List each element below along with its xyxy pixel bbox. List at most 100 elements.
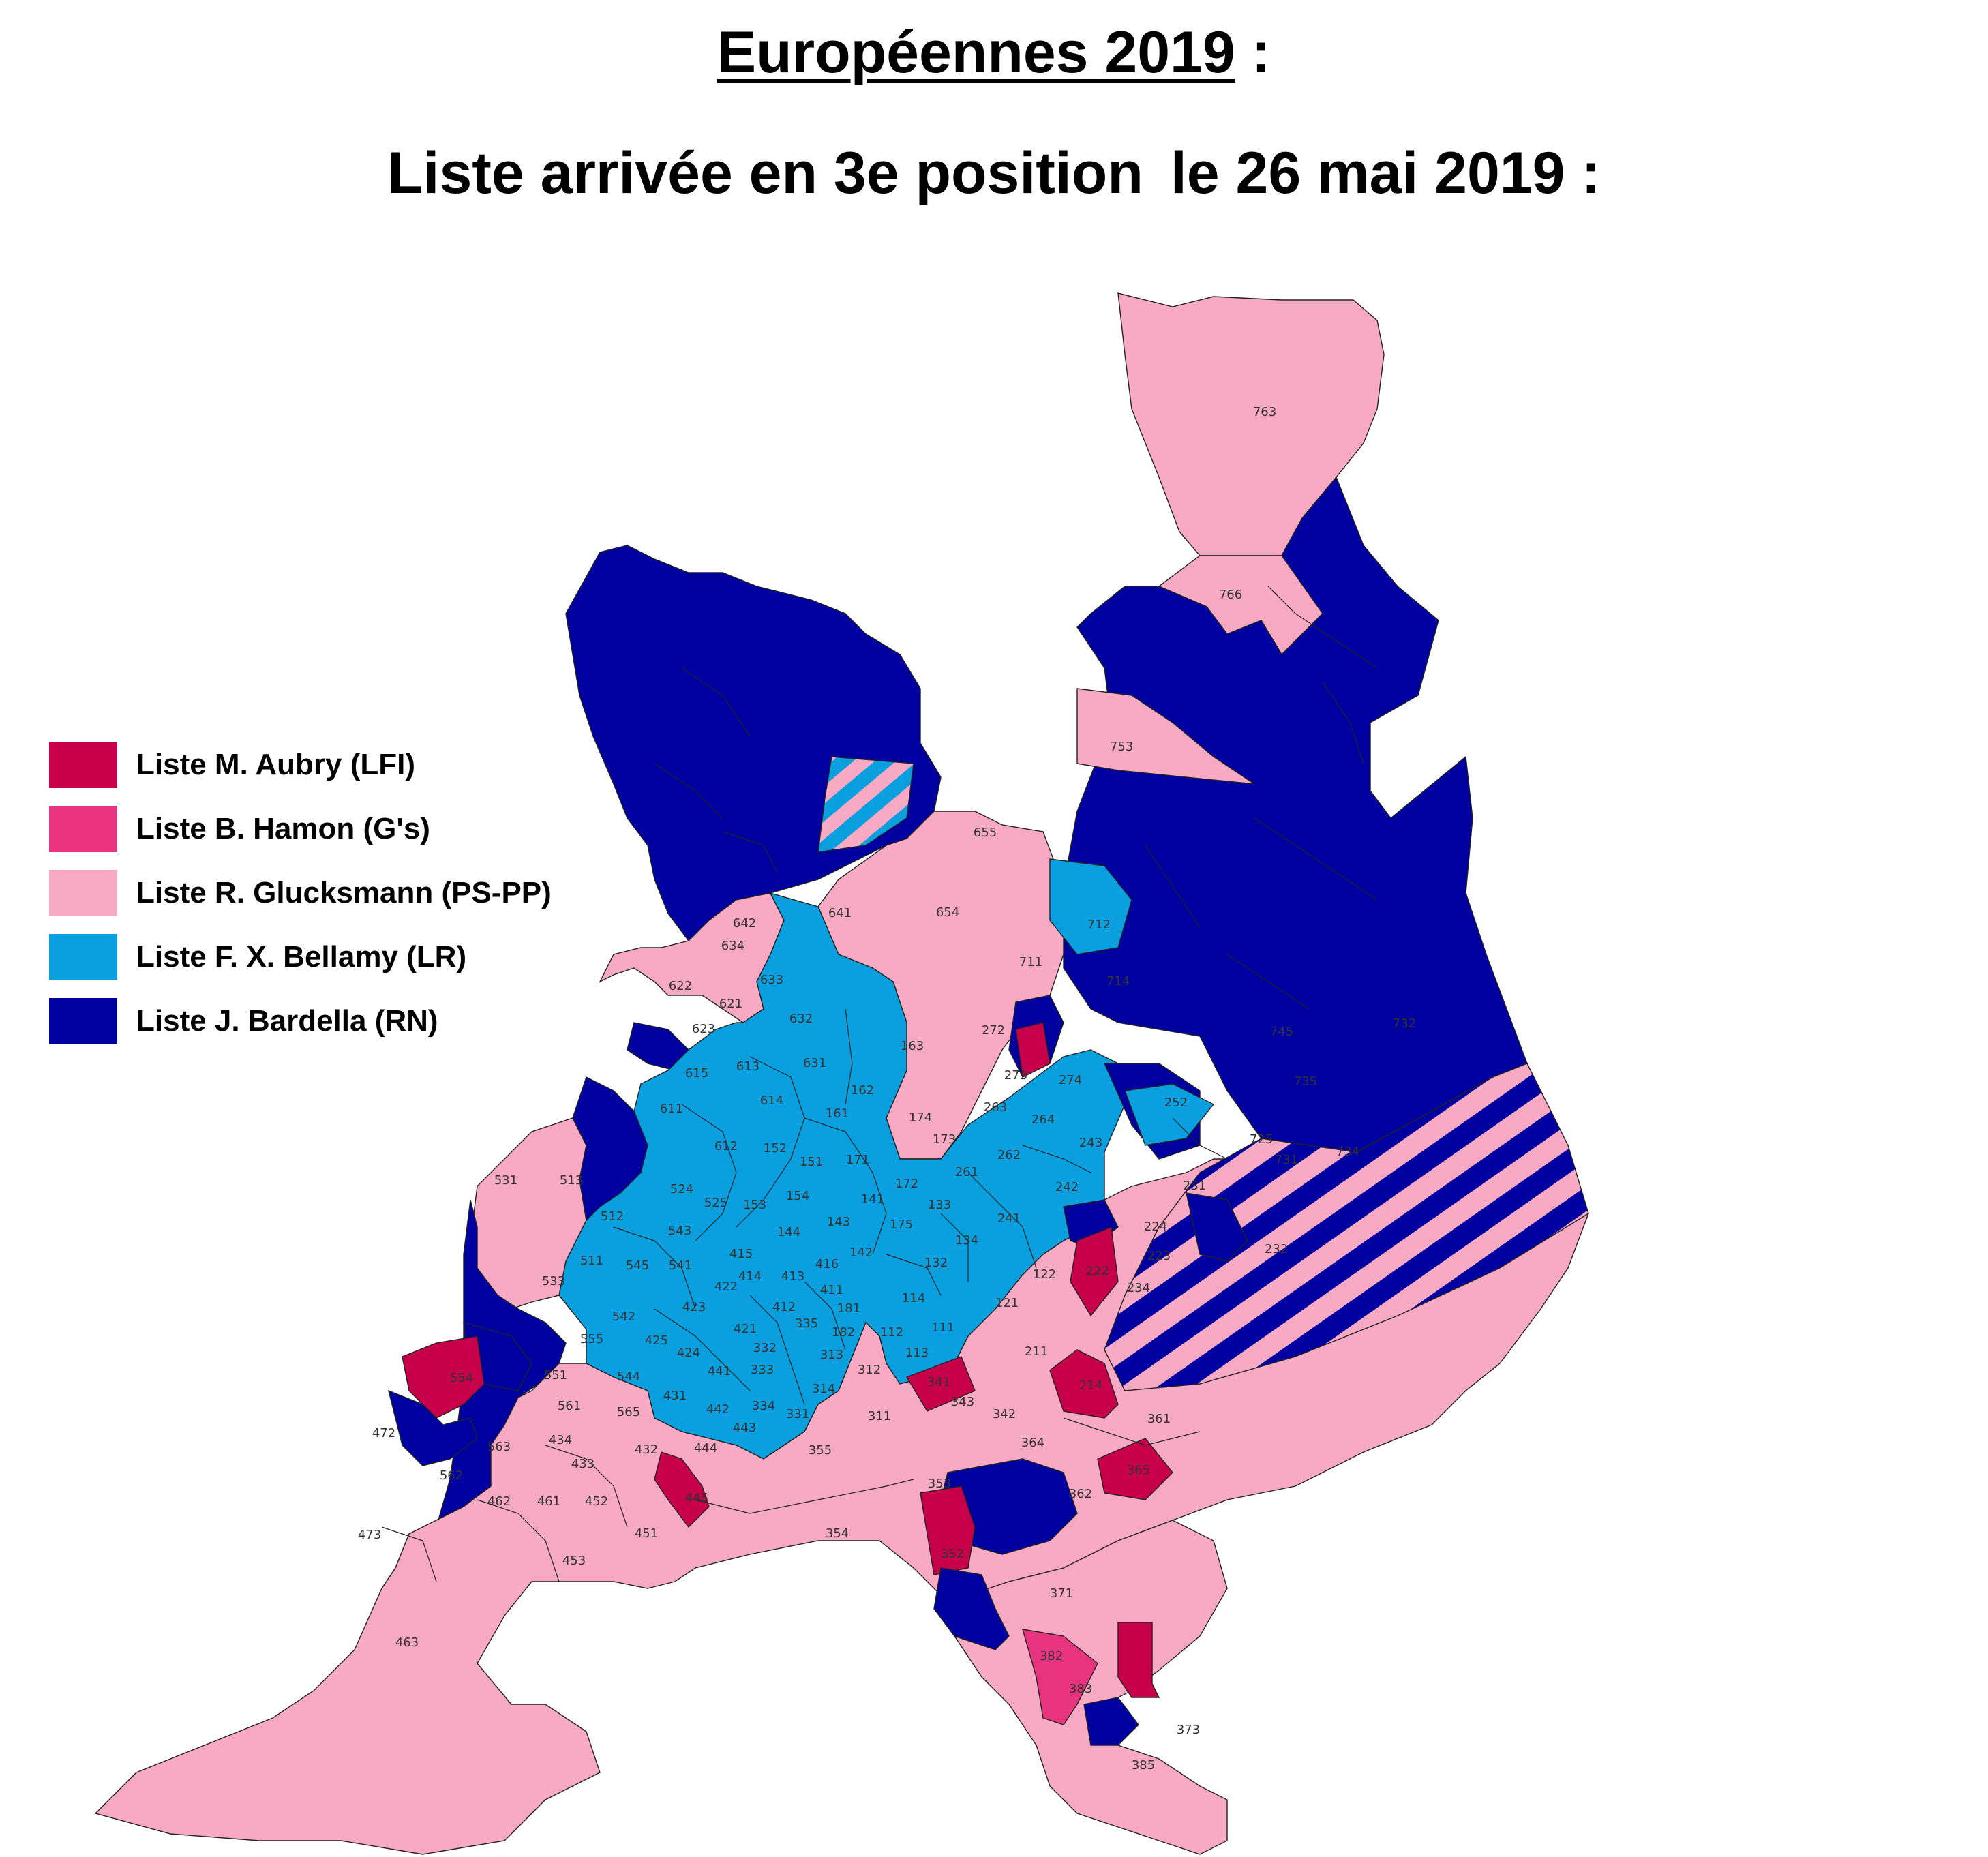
zone-label: 242 xyxy=(1055,1180,1079,1194)
zone-label: 613 xyxy=(736,1059,759,1074)
zone-label: 463 xyxy=(395,1635,419,1650)
zone-365-area xyxy=(1097,1438,1173,1500)
zone-label: 252 xyxy=(1164,1096,1188,1110)
area-bardella-ne xyxy=(1063,476,1528,1153)
zone-label: 431 xyxy=(663,1389,687,1403)
map-legend: Liste M. Aubry (LFI) Liste B. Hamon (G's… xyxy=(49,733,552,1053)
zone-label: 142 xyxy=(849,1245,873,1260)
zone-label: 364 xyxy=(1021,1436,1044,1450)
zone-label: 473 xyxy=(358,1528,381,1542)
zone-label: 334 xyxy=(752,1399,775,1413)
zone-label: 342 xyxy=(993,1407,1016,1421)
zone-label: 172 xyxy=(895,1177,918,1191)
party-areas xyxy=(94,292,1589,1855)
zone-bd-371-area xyxy=(933,1567,1010,1650)
zone-label: 133 xyxy=(928,1198,951,1212)
district-borders xyxy=(381,586,1378,1582)
zone-label: 562 xyxy=(440,1468,463,1483)
zone-label: 524 xyxy=(670,1182,693,1196)
zone-label: 412 xyxy=(772,1300,796,1314)
legend-label: Liste R. Glucksmann (PS-PP) xyxy=(136,876,552,909)
zone-bd-232-area xyxy=(1186,1192,1248,1262)
zone-label: 272 xyxy=(982,1023,1005,1038)
zone-222-area xyxy=(1070,1226,1119,1317)
zone-label: 452 xyxy=(585,1494,608,1509)
zone-label: 354 xyxy=(826,1526,849,1541)
zone-label: 132 xyxy=(924,1256,948,1270)
zone-label: 161 xyxy=(826,1106,849,1121)
area-bardella-west xyxy=(572,1076,648,1222)
zone-label: 211 xyxy=(1025,1344,1048,1359)
zone-label: 144 xyxy=(777,1225,800,1239)
zone-label: 451 xyxy=(635,1526,658,1541)
subtitle-date: le 26 mai 2019 : xyxy=(1170,140,1601,206)
zone-label: 525 xyxy=(704,1196,727,1210)
zone-label: 341 xyxy=(927,1375,950,1389)
zone-label: 385 xyxy=(1132,1758,1155,1772)
zone-label: 173 xyxy=(933,1132,956,1147)
zone-label: 554 xyxy=(450,1371,473,1385)
zone-label: 422 xyxy=(714,1280,738,1294)
zone-label: 415 xyxy=(729,1247,753,1261)
area-bellamy-stripes-nw xyxy=(817,756,914,853)
zone-554-area xyxy=(402,1335,485,1419)
zone-label: 332 xyxy=(753,1341,777,1355)
zone-label: 361 xyxy=(1147,1412,1171,1426)
zone-252-area xyxy=(1124,1083,1215,1146)
zone-bd-sw-area xyxy=(387,1389,478,1466)
zone-382-area xyxy=(1022,1629,1098,1725)
zone-712-area xyxy=(1049,858,1132,955)
zone-label: 633 xyxy=(760,973,783,987)
zone-label: 162 xyxy=(851,1083,874,1098)
zone-label: 365 xyxy=(1127,1463,1150,1477)
zone-label: 331 xyxy=(786,1407,809,1421)
zone-label: 373 xyxy=(1177,1723,1200,1737)
zone-label: 433 xyxy=(571,1457,594,1471)
zone-label: 735 xyxy=(1294,1074,1317,1089)
zone-label: 541 xyxy=(669,1258,692,1273)
zone-label: 453 xyxy=(562,1554,586,1568)
zone-label: 655 xyxy=(974,826,997,840)
zone-label: 472 xyxy=(372,1426,395,1440)
zone-label: 113 xyxy=(905,1346,929,1360)
zone-label: 154 xyxy=(786,1189,809,1203)
zone-label: 563 xyxy=(487,1440,511,1454)
zone-label: 711 xyxy=(1019,955,1042,969)
legend-swatch xyxy=(49,806,117,852)
zone-label: 555 xyxy=(580,1332,603,1346)
legend-item-bardella: Liste J. Bardella (RN) xyxy=(49,989,552,1053)
zone-label: 544 xyxy=(617,1370,640,1384)
zone-label: 114 xyxy=(902,1291,925,1305)
zone-label: 611 xyxy=(660,1102,683,1116)
zone-label: 411 xyxy=(820,1283,843,1297)
zone-label: 163 xyxy=(901,1039,924,1053)
zone-label: 383 xyxy=(1069,1682,1092,1696)
zone-label: 243 xyxy=(1079,1136,1102,1150)
zone-label: 545 xyxy=(626,1258,649,1273)
zone-label: 654 xyxy=(936,905,959,920)
zone-label: 753 xyxy=(1110,740,1133,754)
title-colon: : xyxy=(1235,20,1271,85)
zone-label: 111 xyxy=(931,1320,954,1335)
subtitle-position: Liste arrivée en 3e position xyxy=(387,140,1143,206)
zone-label: 634 xyxy=(721,939,744,953)
legend-item-hamon: Liste B. Hamon (G's) xyxy=(49,797,552,861)
zone-label: 424 xyxy=(677,1346,700,1360)
zone-label: 763 xyxy=(1253,405,1276,419)
zone-label: 621 xyxy=(719,997,742,1011)
zone-label: 551 xyxy=(544,1368,567,1383)
zone-label: 264 xyxy=(1031,1113,1055,1127)
zone-label: 445 xyxy=(685,1491,708,1505)
legend-item-glucksmann: Liste R. Glucksmann (PS-PP) xyxy=(49,861,552,925)
zone-labels: 763 766 753 655 654 712 711 714 642 641 … xyxy=(358,405,1416,1772)
zone-label: 442 xyxy=(706,1402,729,1417)
zone-label: 622 xyxy=(669,979,692,993)
zone-label: 461 xyxy=(537,1494,560,1509)
zone-label: 121 xyxy=(995,1296,1019,1310)
zone-214-area xyxy=(1049,1349,1119,1419)
zone-label: 512 xyxy=(601,1209,624,1224)
zone-label: 151 xyxy=(800,1155,823,1169)
zone-label: 531 xyxy=(494,1173,517,1188)
map-subtitle: Liste arrivée en 3e position le 26 mai 20… xyxy=(0,140,1988,207)
title-election: Européennes 2019 xyxy=(717,20,1235,85)
